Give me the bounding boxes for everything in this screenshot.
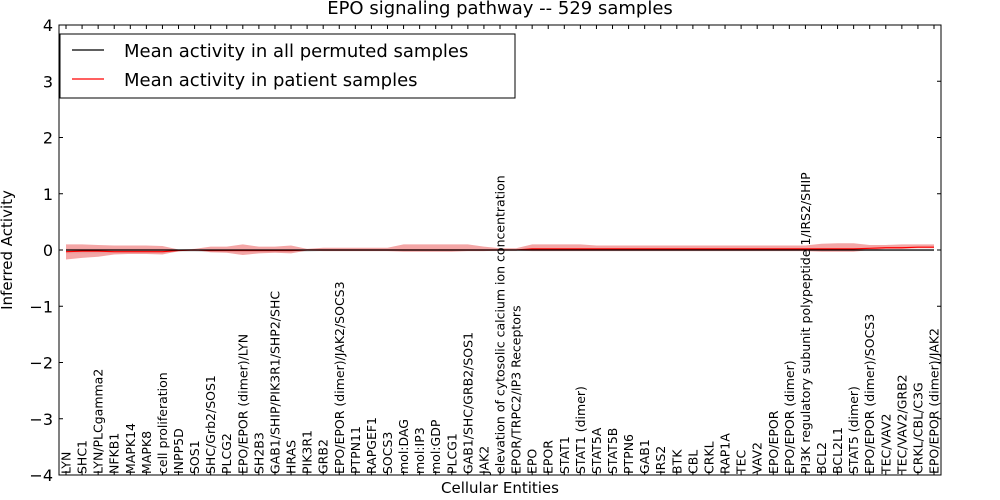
- y-tick-label: 4: [43, 16, 53, 35]
- y-tick-label: 3: [43, 72, 53, 91]
- legend: Mean activity in all permuted samples Me…: [59, 33, 516, 99]
- x-tick-label: BCL2L1: [830, 427, 845, 474]
- x-tick-label: LYN/PLCgamma2: [91, 369, 106, 474]
- x-tick-label: STAT1: [557, 436, 572, 474]
- x-tick-label: TEC: [734, 449, 749, 475]
- x-tick-label: INPP5D: [171, 428, 186, 474]
- series-1-band: [66, 243, 934, 260]
- x-axis-label: Cellular Entities: [441, 479, 559, 497]
- x-tick-label: EPO/EPOR (dimer)/JAK2: [927, 328, 942, 474]
- x-tick-label: GAB1/SHIP/PIK3R1/SHP2/SHC: [267, 291, 282, 474]
- x-tick-label: SHC/Grb2/SOS1: [203, 375, 218, 474]
- x-tick-label: EPO/EPOR (dimer)/SOCS3: [862, 314, 877, 474]
- y-tick-label: −3: [29, 410, 53, 429]
- x-tick-label: JAK2: [476, 446, 491, 475]
- x-tick-label: TEC/VAV2: [878, 414, 893, 475]
- y-tick-label: −4: [29, 466, 53, 485]
- y-tick-label: −2: [29, 354, 53, 373]
- x-tick-label: PTPN11: [348, 426, 363, 474]
- x-tick-label: PTPN6: [621, 434, 636, 474]
- x-tick-label: EPO/EPOR (dimer)/JAK2/SOCS3: [332, 281, 347, 474]
- x-tick-label: mol:DAG: [396, 419, 411, 474]
- x-tick-label: RAP1A: [718, 433, 733, 474]
- x-tick-label: SOCS3: [380, 432, 395, 474]
- x-tick-label: EPO/EPOR (dimer)/LYN: [235, 334, 250, 474]
- x-tick-label: TEC/VAV2/GRB2: [894, 374, 909, 475]
- chart-title: EPO signaling pathway -- 529 samples: [327, 0, 673, 19]
- x-tick-label: GAB1/SHC/GRB2/SOS1: [460, 332, 475, 474]
- y-tick-label: 1: [43, 185, 53, 204]
- x-tick-label: mol:GDP: [428, 419, 443, 474]
- x-tick-label: EPOR: [541, 440, 556, 474]
- x-tick-label: HRAS: [284, 440, 299, 474]
- x-tick-label: STAT5A: [589, 427, 604, 474]
- y-tick-label: 0: [43, 241, 53, 260]
- x-tick-label: CRKL/CBL/C3G: [910, 382, 925, 474]
- x-tick-label: BTK: [669, 449, 684, 474]
- x-tick-label: STAT5B: [605, 428, 620, 474]
- x-tick-label: PLCG2: [219, 433, 234, 474]
- x-tick-label: cell proliferation: [155, 372, 170, 474]
- plot-area: [65, 243, 934, 260]
- x-tick-label: PLCG1: [444, 433, 459, 474]
- x-tick-label: EPO/EPOR: [766, 410, 781, 474]
- y-tick-label: −1: [29, 297, 53, 316]
- x-tick-label: PI3K regulatory subunit polypeptide 1/IR…: [798, 172, 813, 474]
- y-tick-label: 2: [43, 129, 53, 148]
- x-tick-label: elevation of cytosolic calcium ion conce…: [493, 175, 508, 474]
- x-tick-label: BCL2: [814, 442, 829, 474]
- x-tick-label: STAT1 (dimer): [573, 386, 588, 474]
- x-tick-label: VAV2: [750, 442, 765, 474]
- x-tick-label: IRS2: [653, 446, 668, 474]
- x-tick-label: SOS1: [187, 440, 202, 474]
- legend-box: [59, 33, 516, 99]
- x-tick-label: RAPGEF1: [364, 417, 379, 474]
- x-tick-label: EPOR/TRPC2/IP3 Receptors: [509, 305, 524, 474]
- x-tick-label: CRKL: [701, 441, 716, 474]
- y-axis-label: Inferred Activity: [0, 190, 16, 310]
- x-tick-label: EPO: [525, 449, 540, 474]
- x-tick-label: GRB2: [316, 439, 331, 474]
- x-tick-label: NFKB1: [107, 433, 122, 474]
- x-tick-label: MAPK8: [139, 431, 154, 474]
- x-tick-label: SH2B3: [251, 432, 266, 474]
- x-tick-label: EPO/EPOR (dimer): [782, 360, 797, 474]
- x-tick-label: PIK3R1: [300, 430, 315, 474]
- legend-label-patient: Mean activity in patient samples: [124, 70, 418, 91]
- x-tick-label: STAT5 (dimer): [846, 386, 861, 474]
- x-tick-label: MAPK14: [123, 423, 138, 474]
- x-tick-label: LYN: [59, 452, 74, 474]
- legend-label-permuted: Mean activity in all permuted samples: [124, 41, 468, 62]
- x-tick-label: SHC1: [75, 440, 90, 474]
- x-tick-label: GAB1: [637, 439, 652, 474]
- x-tick-label: mol:IP3: [412, 427, 427, 474]
- x-tick-label: CBL: [685, 450, 700, 474]
